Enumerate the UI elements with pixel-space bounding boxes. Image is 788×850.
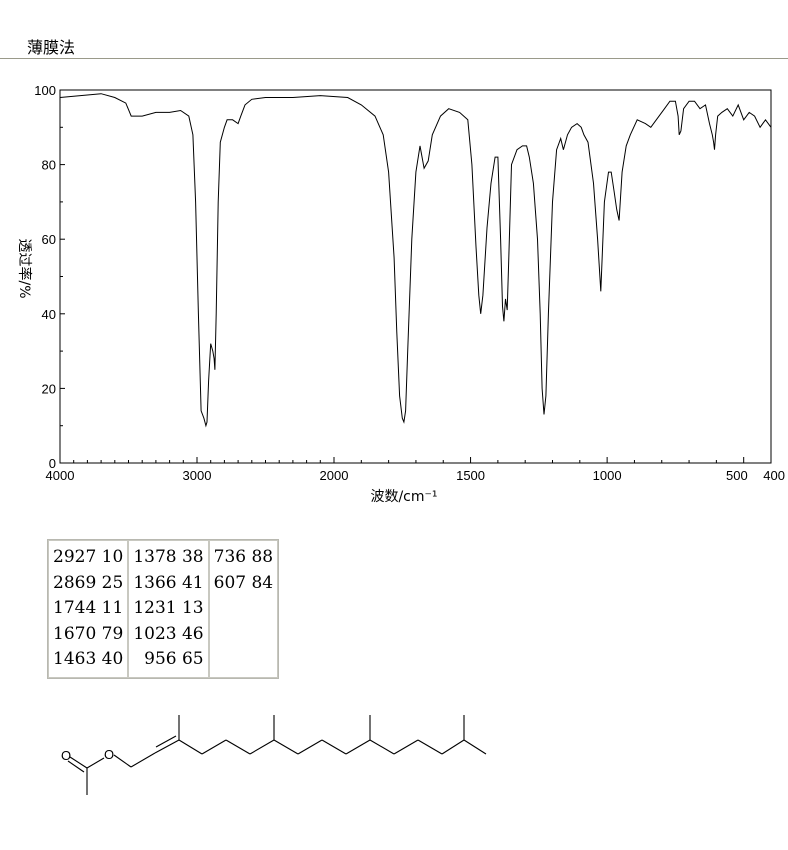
y-axis-title: 透过率/% [16,238,33,298]
bond [155,735,177,748]
peak-table-row: 2927 10 2869 25 1744 11 1670 79 1463 40 … [48,540,279,678]
bond [178,739,203,755]
peak-column-3: 736 88 607 84 [208,540,279,678]
y-tick-label: 60 [42,232,56,247]
y-tick-label: 0 [49,456,56,471]
peak-entry: 1366 41 [133,572,204,593]
plot-frame [59,89,772,464]
y-tick-label: 100 [34,83,56,98]
molecular-structure: O O [61,715,487,795]
peak-entry: 736 88 [213,547,274,567]
bond [297,739,323,755]
x-tick-label: 500 [726,468,748,483]
ir-spectrum-chart: 4000 3000 2000 1500 1000 500 400020406080100波数… [16,83,785,505]
bond [69,756,88,769]
x-tick-label: 400 [763,468,785,483]
bond [113,754,132,768]
x-tick-label: 3000 [183,468,212,483]
peak-entry: 1378 38 [133,547,204,567]
x-tick-label: 2000 [320,468,349,483]
x-tick-label: 4000 [46,468,75,483]
bond [130,752,156,768]
peak-entry: 956 65 [144,649,204,669]
peak-entry: 1463 40 [53,649,124,669]
bond [154,739,180,754]
header-divider [0,58,788,59]
bond [441,739,465,755]
bond [249,739,275,755]
chart-plot-area: 4000 3000 2000 1500 1000 500 400020406080100波数… [16,83,785,505]
bond [321,739,347,755]
y-tick-label: 80 [42,158,56,173]
peak-entry: 1023 46 [133,623,204,644]
bond [273,739,299,755]
x-tick-label: 1000 [593,468,622,483]
peak-entry: 1670 79 [53,623,124,644]
ester-oxygen-label: O [104,747,114,762]
peak-entry: 607 84 [213,572,274,593]
bond [463,739,487,755]
spectrum-line [59,93,772,428]
peak-column-1: 2927 10 2869 25 1744 11 1670 79 1463 40 [48,540,129,678]
bond [417,739,443,755]
peak-entry: 1231 13 [133,598,204,618]
peak-table: 2927 10 2869 25 1744 11 1670 79 1463 40 … [47,539,280,679]
bond [67,760,85,773]
peak-entry: 2927 10 [53,547,124,567]
peak-column-2: 1378 38 1366 41 1231 13 1023 46 956 65 [128,540,209,678]
bond [225,739,251,755]
bond [86,757,105,769]
x-tick-label: 1500 [456,468,485,483]
bond [201,739,227,755]
bond [345,739,371,755]
sampling-method-label: 薄膜法 [27,38,76,57]
bond [369,739,395,755]
carbonyl-oxygen-label: O [61,748,71,763]
x-axis-title: 波数/cm⁻¹ [370,489,437,505]
bond [393,739,419,755]
peak-entry: 1744 11 [53,598,124,618]
peak-entry: 2869 25 [53,572,124,593]
y-tick-label: 40 [42,307,56,322]
y-tick-label: 20 [42,381,56,396]
